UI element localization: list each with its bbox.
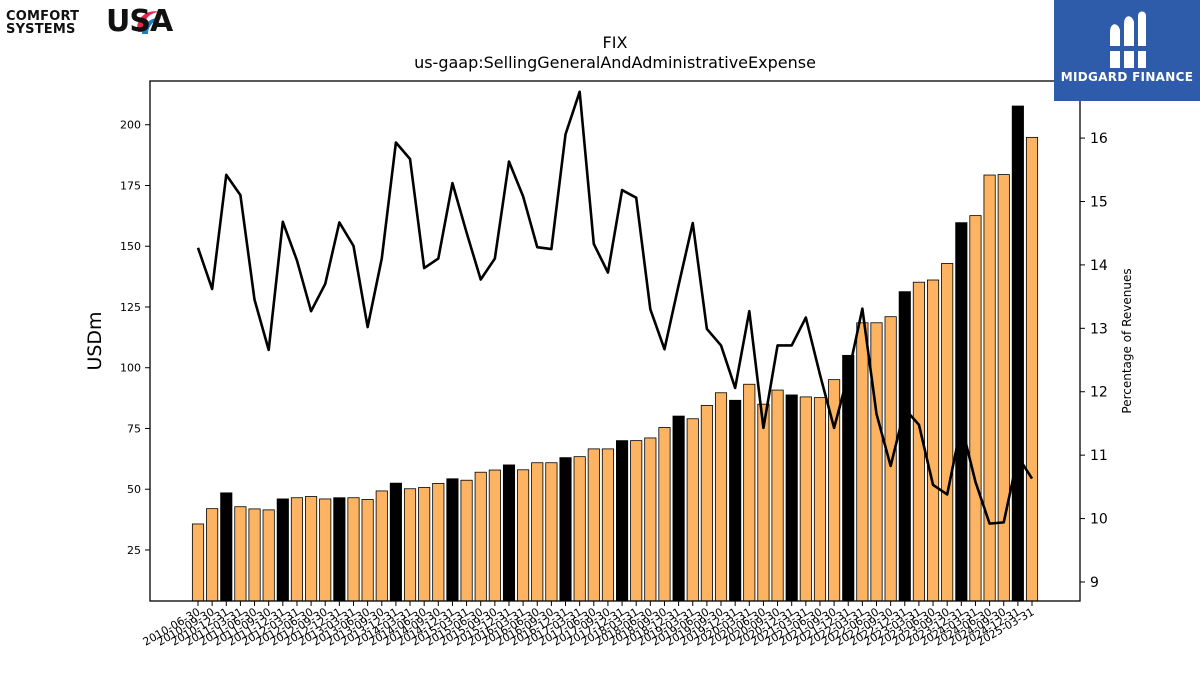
bar-2018-06-30	[644, 437, 657, 602]
bar-2016-03-31	[517, 469, 530, 602]
x-axis: 2010-06-302010-09-302010-12-312011-03-31…	[141, 601, 1037, 649]
y-tick-label: 150	[120, 240, 141, 253]
midgard-finance-wordmark: MIDGARD FINANCE	[1060, 70, 1194, 84]
bar-2020-06-30	[757, 403, 770, 602]
bar-2020-03-31	[743, 383, 756, 602]
logo-word-comfort: COMFORT	[6, 9, 80, 24]
bar-2010-09-30	[206, 508, 219, 602]
bar-2012-12-31	[333, 497, 346, 602]
y2-tick-label: 12	[1090, 385, 1108, 401]
bar-2025-03-31	[1025, 136, 1039, 602]
bars-group	[191, 105, 1039, 602]
y2-tick-label: 16	[1090, 131, 1108, 147]
bar-2021-03-31	[799, 396, 812, 602]
y2-tick-label: 13	[1090, 321, 1108, 337]
line-percentage-of-revenues	[196, 90, 1034, 525]
bar-2016-12-31	[559, 457, 572, 602]
bar-2024-09-30	[997, 174, 1010, 602]
bar-2017-09-30	[601, 448, 614, 602]
plot-frame	[149, 80, 1081, 602]
bar-2016-09-30	[545, 462, 558, 602]
bar-2022-03-31	[856, 322, 869, 602]
bar-2015-12-31	[502, 464, 516, 602]
y2-tick-label: 9	[1090, 575, 1099, 591]
y-axis-label: USDm	[84, 311, 106, 370]
bar-2019-09-30	[714, 392, 728, 602]
bar-2023-12-31	[955, 222, 968, 602]
bar-2014-06-30	[418, 487, 431, 602]
y-tick-label: 50	[127, 483, 141, 496]
bar-2022-12-31	[898, 291, 911, 602]
bar-2019-03-31	[686, 418, 699, 602]
y-tick-label: 75	[127, 422, 141, 435]
line-layer	[196, 90, 1034, 525]
bar-2024-06-30	[983, 174, 996, 602]
bar-2016-06-30	[531, 462, 544, 602]
bar-2011-12-31	[276, 498, 289, 602]
chart-title: FIX	[603, 33, 628, 52]
bar-2012-03-31	[290, 497, 304, 602]
y2-axis-label: Percentage of Revenues	[1120, 268, 1134, 413]
bar-2012-06-30	[305, 496, 318, 602]
bar-2017-06-30	[587, 448, 600, 602]
midgard-m-icon	[1104, 11, 1150, 68]
bar-2013-12-31	[389, 482, 402, 602]
bar-2014-03-31	[403, 488, 417, 602]
y-tick-label: 25	[127, 544, 141, 557]
bar-2020-09-30	[771, 389, 784, 602]
midgard-finance-logo: MIDGARD FINANCE	[1054, 0, 1200, 101]
bar-2011-09-30	[262, 509, 275, 602]
bar-2017-03-31	[573, 456, 586, 602]
y2-tick-label: 15	[1090, 194, 1108, 210]
chart-subtitle: us-gaap:SellingGeneralAndAdministrativeE…	[414, 53, 816, 72]
y-axis-left: 25 50 75 100 125 150 175 200	[120, 119, 150, 557]
bar-2015-03-31	[460, 479, 473, 602]
bar-2011-03-31	[234, 506, 247, 602]
y2-tick-label: 14	[1090, 258, 1108, 274]
bar-2012-09-30	[319, 498, 332, 602]
bar-2019-06-30	[700, 404, 713, 602]
bar-2022-06-30	[870, 322, 883, 602]
bar-2011-06-30	[248, 508, 261, 602]
bar-2013-09-30	[375, 490, 388, 602]
bar-2018-12-31	[672, 415, 685, 602]
y-tick-label: 200	[120, 119, 141, 132]
bar-2021-06-30	[813, 397, 827, 602]
bar-2010-06-30	[191, 523, 205, 602]
bar-2019-12-31	[729, 399, 742, 602]
bar-2014-12-31	[446, 478, 459, 602]
bar-2020-12-31	[785, 394, 798, 602]
bar-2023-09-30	[941, 263, 954, 602]
y2-tick-label: 11	[1090, 448, 1108, 464]
bar-2010-12-31	[220, 492, 233, 602]
bar-2024-03-31	[969, 215, 982, 602]
bar-2013-06-30	[361, 499, 374, 602]
logo-word-usa: USA	[106, 4, 173, 39]
y-tick-label: 100	[120, 362, 141, 375]
y-tick-label: 125	[120, 301, 141, 314]
y-axis-right: 9 10 11 12 13 14 15 16	[1080, 131, 1108, 591]
bar-2015-09-30	[488, 469, 501, 602]
bar-2022-09-30	[884, 316, 897, 602]
bar-2024-12-31	[1011, 105, 1024, 602]
bar-2023-06-30	[927, 279, 940, 602]
usa-swoosh-icon	[137, 11, 162, 34]
comfort-systems-logo: COMFORT SYSTEMS USA	[6, 6, 196, 40]
y2-tick-label: 10	[1090, 512, 1108, 528]
bar-2014-09-30	[432, 482, 445, 602]
logo-word-systems: SYSTEMS	[6, 22, 76, 37]
bar-2013-03-31	[347, 497, 360, 602]
bar-2017-12-31	[616, 440, 629, 602]
bar-2018-03-31	[630, 440, 643, 602]
y-tick-label: 175	[120, 179, 141, 192]
bar-2015-06-30	[474, 471, 487, 602]
bar-2018-09-30	[658, 427, 671, 602]
